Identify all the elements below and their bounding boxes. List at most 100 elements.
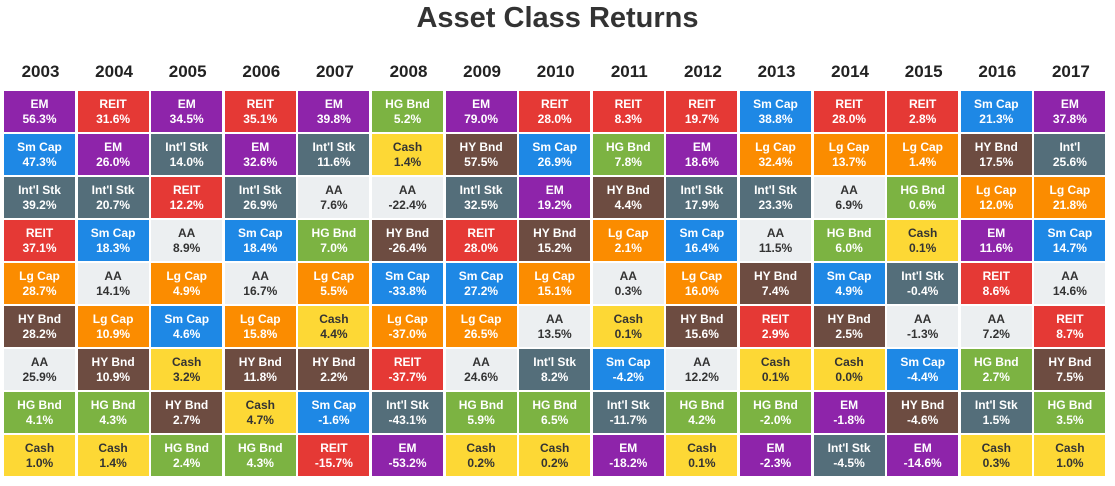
return-cell: Cash 0.0% (813, 349, 885, 390)
return-value: 26.9% (537, 154, 572, 169)
return-value: 11.6% (979, 240, 1013, 255)
asset-class-label: EM (545, 182, 564, 197)
return-cell: EM -1.8% (813, 392, 885, 433)
return-value: 34.5% (169, 111, 204, 126)
asset-class-label: HY Bnd (165, 397, 209, 412)
return-value: -2.3% (759, 455, 792, 470)
asset-class-label: HG Bnd (826, 225, 872, 240)
asset-class-label: EM (177, 96, 196, 111)
asset-class-label: AA (693, 354, 711, 369)
return-cell: Lg Cap 12.0% (960, 177, 1032, 218)
return-value: 25.9% (22, 369, 57, 384)
return-cell: AA 13.5% (519, 306, 591, 347)
asset-class-label: EM (692, 139, 711, 154)
asset-class-label: REIT (393, 354, 422, 369)
asset-class-label: Int'l Stk (901, 268, 945, 283)
return-value: 19.2% (537, 197, 572, 212)
return-value: 0.1% (614, 326, 642, 341)
return-value: 15.8% (243, 326, 278, 341)
asset-class-label: Cash (687, 440, 717, 455)
return-cell: EM -14.6% (887, 435, 959, 476)
return-value: 2.4% (173, 455, 201, 470)
return-value: 2.9% (761, 326, 790, 341)
asset-class-label: EM (766, 440, 785, 455)
asset-class-label: Int'l Stk (606, 397, 650, 412)
return-cell: HY Bnd 17.5% (960, 134, 1032, 175)
return-cell: Lg Cap 13.7% (813, 134, 885, 175)
return-value: 7.5% (1056, 369, 1084, 384)
asset-class-label: EM (104, 139, 123, 154)
asset-class-label: HG Bnd (17, 397, 62, 412)
return-cell: Sm Cap 18.3% (77, 220, 149, 261)
asset-class-label: AA (987, 311, 1005, 326)
return-cell: Cash 1.0% (1034, 435, 1106, 476)
year-label: 2017 (1051, 62, 1090, 81)
asset-class-label: REIT (614, 96, 642, 111)
asset-class-label: HY Bnd (753, 268, 798, 283)
return-value: 28.2% (22, 326, 57, 341)
return-cell: HY Bnd 57.5% (445, 134, 517, 175)
return-value: 1.0% (1056, 455, 1084, 470)
return-cell: REIT 2.8% (887, 91, 959, 132)
asset-class-label: EM (324, 96, 343, 111)
asset-class-label: Sm Cap (385, 268, 430, 283)
return-cell: HG Bnd 4.2% (666, 392, 738, 433)
return-cell: HY Bnd 2.2% (298, 349, 370, 390)
return-value: 39.2% (22, 197, 57, 212)
return-cell: AA 25.9% (4, 349, 75, 390)
return-cell: Sm Cap 38.8% (740, 91, 811, 132)
return-value: 2.5% (835, 326, 863, 341)
return-cell: Lg Cap 15.1% (519, 263, 591, 304)
return-cell: HG Bnd 2.4% (151, 435, 223, 476)
asset-class-label: Cash (392, 139, 423, 154)
return-value: 1.5% (982, 412, 1010, 427)
return-value: 0.6% (909, 197, 937, 212)
return-value: 24.6% (464, 369, 499, 384)
return-cell: Int'l Stk 1.5% (960, 392, 1032, 433)
return-cell: Lg Cap -37.0% (372, 306, 443, 347)
return-cell: HG Bnd 6.5% (519, 392, 591, 433)
return-cell: REIT 8.7% (1034, 306, 1106, 347)
return-cell: Int'l Stk 14.0% (151, 134, 223, 175)
asset-class-label: Cash (1055, 440, 1085, 455)
return-value: 17.9% (684, 197, 719, 212)
return-cell: Sm Cap 27.2% (445, 263, 517, 304)
asset-class-label: Cash (24, 440, 55, 455)
return-value: -4.6% (907, 412, 939, 427)
return-value: 4.1% (25, 412, 54, 427)
return-cell: HY Bnd 7.4% (740, 263, 811, 304)
asset-class-label: Cash (540, 440, 570, 455)
asset-class-label: AA (178, 225, 196, 240)
asset-class-label: AA (398, 182, 417, 197)
return-cell: HG Bnd 4.3% (224, 435, 296, 476)
asset-class-label: Sm Cap (311, 397, 357, 412)
return-cell: Sm Cap 4.9% (813, 263, 885, 304)
return-value: -18.2% (609, 455, 648, 470)
return-cell: AA 12.2% (666, 349, 738, 390)
asset-class-label: EM (30, 96, 49, 111)
return-value: 4.7% (246, 412, 274, 427)
return-cell: HG Bnd 4.3% (77, 392, 149, 433)
return-cell: EM 37.8% (1034, 91, 1106, 132)
return-value: 3.2% (173, 369, 201, 384)
asset-class-label: Cash (834, 354, 864, 369)
asset-class-label: HY Bnd (312, 354, 356, 369)
return-value: 19.7% (684, 111, 719, 126)
asset-class-label: REIT (982, 268, 1010, 283)
return-value: -0.4% (907, 283, 939, 298)
asset-class-label: Sm Cap (458, 268, 504, 283)
asset-class-label: Int'l Stk (165, 139, 209, 154)
asset-class-label: REIT (467, 225, 495, 240)
return-cell: Cash 1.0% (4, 435, 75, 476)
return-cell: Cash 0.3% (960, 435, 1032, 476)
asset-class-label: HY Bnd (17, 311, 62, 326)
asset-class-label: Int'l Stk (533, 354, 577, 369)
asset-class-label: Int'l Stk (974, 397, 1018, 412)
return-value: 18.3% (96, 240, 131, 255)
return-value: 32.6% (243, 154, 278, 169)
asset-class-label: AA (766, 225, 785, 240)
return-value: 28.0% (537, 111, 572, 126)
return-value: 7.8% (614, 154, 642, 169)
asset-class-label: Lg Cap (387, 311, 428, 326)
return-cell: Int'l Stk -0.4% (887, 263, 959, 304)
